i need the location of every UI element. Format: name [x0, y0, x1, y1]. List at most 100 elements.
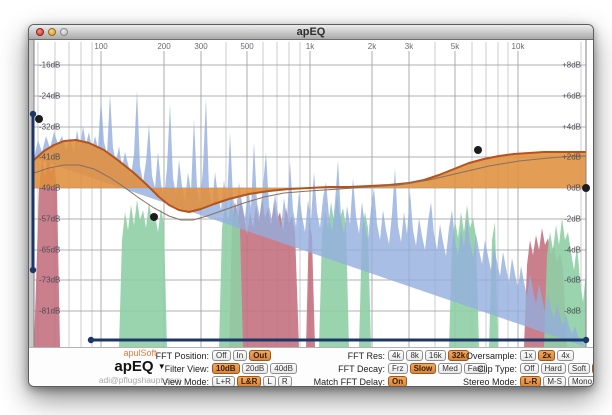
btn-r[interactable]: R	[277, 376, 292, 386]
window-title: apEQ	[296, 26, 326, 38]
control-row: FFT Res: 4k 8k 16k 32k	[279, 349, 489, 362]
btn-asym[interactable]: Asym	[592, 363, 593, 374]
control-row: View Mode: L+R L&R L R	[129, 375, 299, 387]
chevron-down-icon: ▼	[157, 362, 166, 371]
eq-filter-handle[interactable]	[474, 146, 482, 154]
btn-2x[interactable]: 2x	[538, 350, 556, 361]
btn-l[interactable]: L	[263, 376, 276, 386]
fft-db-label: -16dB	[39, 61, 60, 70]
control-row: Clip Type:OffHardSoftAsym	[419, 362, 593, 375]
control-row: Oversample: 1x 2x 4x	[419, 349, 593, 362]
freq-axis-label: 10k	[512, 42, 526, 51]
btn-16k[interactable]: 16k	[424, 350, 446, 361]
titlebar[interactable]: apEQ	[29, 25, 593, 40]
btn-4x[interactable]: 4x	[557, 350, 574, 361]
filter-db-label: -8dB	[564, 307, 581, 316]
filter-db-label: -4dB	[564, 246, 581, 255]
btn-m-s[interactable]: M-S	[543, 376, 566, 386]
btn-l-r[interactable]: L+R	[212, 376, 235, 386]
btn-slow[interactable]: Slow	[409, 363, 437, 374]
btn-10db[interactable]: 10dB	[212, 363, 240, 374]
btn-hard[interactable]: Hard	[540, 363, 566, 374]
close-button[interactable]	[36, 28, 44, 36]
freq-axis-label: 100	[94, 42, 108, 51]
freq-axis-label: 300	[194, 42, 208, 51]
eq-filter-handle[interactable]	[150, 213, 158, 221]
control-label: Clip Type:	[477, 363, 517, 374]
btn-frz[interactable]: Frz	[388, 363, 408, 374]
product-name: apEQ	[114, 358, 154, 375]
zoom-button[interactable]	[60, 28, 68, 36]
btn-soft[interactable]: Soft	[567, 363, 591, 374]
freq-axis-label: 3k	[405, 42, 414, 51]
freq-axis-label: 5k	[451, 42, 460, 51]
eq-spectrum-display[interactable]: 100 200 300 500 1k 2k 3k 5k 10k -16dB -24dB -32dB -4…	[29, 40, 594, 347]
btn-med[interactable]: Med	[438, 363, 462, 374]
author-email: adi@pflugshaupt.com	[98, 375, 182, 385]
btn-off[interactable]: Off	[212, 350, 231, 361]
btn-fast[interactable]: Fast	[463, 363, 488, 374]
freq-range-handle-right[interactable]	[582, 336, 590, 344]
control-row: Stereo Mode: L-R M-S Mono	[419, 375, 593, 387]
product-menu[interactable]: apEQ ▼	[87, 359, 193, 374]
company-name: apulSoft	[123, 348, 157, 358]
fft-db-label: -32dB	[39, 123, 60, 132]
control-column-middle: FFT Res: 4k 8k 16k 32k FFT Decay: Frz Slow Med Fa…	[279, 349, 489, 387]
fft-db-label: -73dB	[39, 276, 60, 285]
fft-db-label: -57dB	[39, 215, 60, 224]
btn-1x[interactable]: 1x	[520, 350, 537, 361]
control-label: Oversample:	[465, 350, 517, 361]
fft-db-label: -24dB	[39, 92, 60, 101]
control-label: FFT Position:	[155, 350, 209, 361]
fft-range-handle-bottom[interactable]	[29, 266, 37, 274]
control-label: FFT Res:	[347, 350, 385, 361]
freq-axis-label: 500	[240, 42, 254, 51]
freq-axis-label: 200	[157, 42, 171, 51]
filter-db-label: 0dB	[567, 184, 581, 193]
filter-db-label: -6dB	[564, 276, 581, 285]
btn-l-r[interactable]: L&R	[236, 376, 262, 386]
filter-db-label: -2dB	[564, 215, 581, 224]
btn-4k[interactable]: 4k	[388, 350, 405, 361]
eq-filter-handle[interactable]	[582, 184, 590, 192]
filter-db-label: +6dB	[562, 92, 581, 101]
control-label: FFT Decay:	[338, 363, 385, 374]
fft-db-label: -81dB	[39, 307, 60, 316]
btn-8k[interactable]: 8k	[406, 350, 423, 361]
filter-db-label: +4dB	[562, 123, 581, 132]
freq-axis-label: 1k	[306, 42, 315, 51]
window-controls	[36, 28, 68, 36]
control-label: View Mode:	[162, 376, 209, 387]
control-label: Filter View:	[164, 363, 209, 374]
btn-in[interactable]: In	[232, 350, 248, 361]
control-label: Match FFT Delay:	[313, 376, 385, 387]
fft-range-handle-top[interactable]	[29, 110, 37, 118]
fft-spectrum-main	[34, 90, 586, 347]
plugin-window: apEQ 100 200 300 500 1k 2k 3k 5k 10k -16dB -24dB -3…	[28, 24, 594, 387]
eq-response-curve-alt	[33, 155, 586, 221]
control-row: FFT Decay: Frz Slow Med Fast	[279, 362, 489, 375]
eq-response-curve	[33, 139, 586, 213]
control-row: Filter View: 10dB 20dB 40dB	[129, 362, 299, 375]
branding-block: apulSoft apEQ ▼ adi@pflugshaupt.com	[87, 349, 193, 385]
btn-off[interactable]: Off	[520, 363, 539, 374]
control-panel: apulSoft apEQ ▼ adi@pflugshaupt.com FFT …	[29, 347, 593, 387]
btn-mono[interactable]: Mono	[568, 376, 593, 386]
fft-db-label: -49dB	[39, 184, 60, 193]
freq-range-handle-left[interactable]	[87, 336, 95, 344]
btn-l-r[interactable]: L-R	[520, 376, 542, 386]
control-row: FFT Position: Off In Out	[129, 349, 299, 362]
btn-32k[interactable]: 32k	[447, 350, 470, 361]
control-label: Stereo Mode:	[462, 376, 517, 387]
btn-out[interactable]: Out	[249, 350, 271, 361]
btn-on[interactable]: On	[388, 376, 408, 386]
filter-db-label: +8dB	[562, 61, 581, 70]
eq-filter-handle[interactable]	[35, 115, 43, 123]
filter-db-label: +2dB	[562, 153, 581, 162]
minimize-button[interactable]	[48, 28, 56, 36]
eq-response-fill	[34, 140, 586, 212]
btn-40db[interactable]: 40dB	[270, 363, 297, 374]
fft-db-label: -41dB	[39, 153, 60, 162]
btn-20db[interactable]: 20dB	[241, 363, 269, 374]
